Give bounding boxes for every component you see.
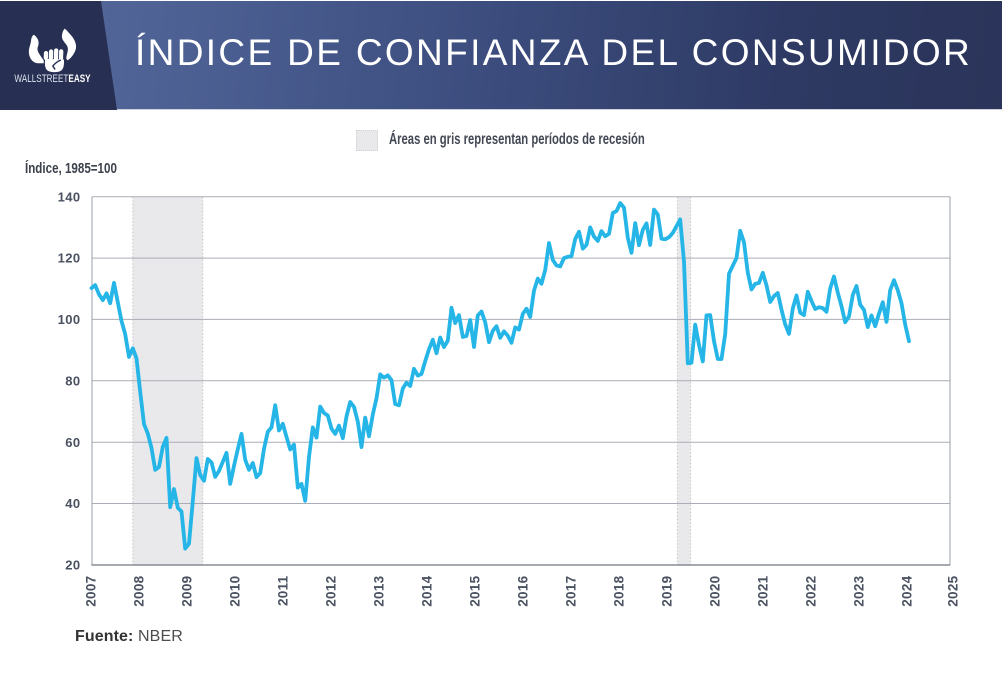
svg-text:2012: 2012 (324, 576, 339, 607)
svg-text:2017: 2017 (564, 576, 579, 607)
svg-text:100: 100 (58, 312, 81, 327)
svg-text:60: 60 (65, 435, 80, 450)
svg-text:2014: 2014 (420, 575, 435, 606)
svg-text:20: 20 (65, 558, 80, 573)
svg-text:120: 120 (58, 251, 81, 266)
svg-text:2008: 2008 (132, 575, 147, 606)
svg-text:2019: 2019 (660, 576, 675, 607)
svg-text:2021: 2021 (756, 575, 771, 606)
svg-text:2007: 2007 (84, 576, 99, 607)
svg-text:2016: 2016 (516, 575, 531, 606)
svg-text:2010: 2010 (228, 576, 243, 607)
svg-text:2024: 2024 (900, 575, 915, 606)
svg-text:2023: 2023 (852, 575, 867, 606)
svg-text:2018: 2018 (612, 575, 627, 606)
svg-text:2011: 2011 (276, 575, 291, 606)
svg-text:2015: 2015 (468, 575, 483, 606)
svg-text:2025: 2025 (946, 575, 961, 606)
svg-text:80: 80 (65, 373, 80, 388)
svg-text:2013: 2013 (372, 575, 387, 606)
svg-text:2009: 2009 (180, 576, 195, 607)
svg-text:2020: 2020 (708, 576, 723, 607)
svg-text:40: 40 (65, 496, 80, 511)
svg-text:140: 140 (58, 189, 81, 204)
svg-text:2022: 2022 (804, 576, 819, 607)
